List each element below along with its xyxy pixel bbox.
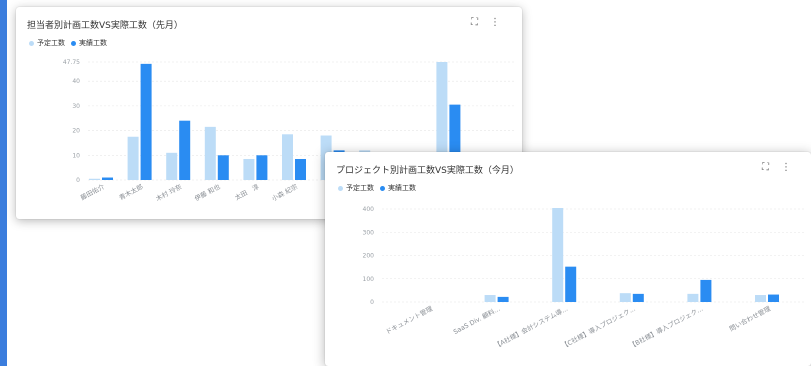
legend-dot-actual [71,40,76,46]
y-tick-label: 47.75 [63,59,80,66]
more-vertical-icon[interactable]: ⋮ [781,162,791,173]
x-tick-label: 【C社様】導入プロジェク... [560,304,637,351]
legend-item-actual[interactable]: 実績工数 [71,38,107,48]
bar-actual[interactable] [497,296,509,302]
bar-plan[interactable] [243,158,255,180]
legend-item-actual[interactable]: 実績工数 [380,183,416,193]
bar-plan[interactable] [166,152,178,180]
bar-plan[interactable] [687,293,699,302]
x-tick-label: 問い合わせ管理 [728,304,773,334]
bar-plan[interactable] [89,178,100,180]
y-tick-label: 200 [363,253,375,260]
y-tick-label: 20 [72,128,80,135]
x-tick-label: 伊藤 和也 [193,182,222,203]
expand-icon[interactable]: ⛶ [471,17,478,28]
legend-item-plan[interactable]: 予定工数 [338,183,374,193]
x-tick-label: 藤田佑介 [79,182,107,202]
x-tick-label: 木村 玲奈 [154,182,183,203]
left-accent-bar [0,0,7,366]
bar-actual[interactable] [256,155,268,180]
bar-plan[interactable] [436,62,448,180]
y-tick-label: 10 [72,152,80,159]
y-tick-label: 100 [363,276,375,283]
project-hours-chart-card: プロジェクト別計画工数VS実際工数（今月） ⛶ ⋮ 予定工数 実績工数 0 100… [325,152,811,366]
bar-plan[interactable] [755,295,766,302]
chart-title: 担当者別計画工数VS実際工数（先月） [27,21,183,31]
x-tick-label: 【A社様】会計システム導... [493,304,570,350]
more-vertical-icon[interactable]: ⋮ [490,17,500,28]
bar-actual[interactable] [140,63,152,180]
legend-label-plan: 予定工数 [346,184,374,192]
y-tick-label: 400 [363,206,375,213]
bar-chart-svg: 0 100 200 300 400 ドキュメント管理 SaaS Div. 顧料...【A社様… [363,206,805,351]
bar-actual[interactable] [179,120,191,180]
legend-dot-actual [380,185,385,191]
bar-plan[interactable] [127,136,139,180]
y-tick-label: 300 [363,229,375,236]
card-actions: ⛶ ⋮ [762,162,791,173]
bar-actual[interactable] [449,104,461,180]
x-tick-label: 【B社様】導入プロジェク... [628,304,705,351]
bar-actual[interactable] [565,266,577,302]
x-tick-label: 青木太郎 [117,182,145,202]
legend-dot-plan [338,185,343,191]
bar-chart-svg: 0 10 20 30 40 47.75 藤田佑介 青木太郎 木村 玲奈 伊藤 和也 太田 淳小森 紀… [63,59,516,203]
legend-item-plan[interactable]: 予定工数 [29,38,65,48]
card-actions: ⛶ ⋮ [471,17,500,28]
bar-plan[interactable] [552,208,564,302]
bar-actual[interactable] [295,158,306,180]
y-tick-label: 30 [72,103,80,110]
chart-legend: 予定工数 実績工数 [29,38,107,48]
bar-plan[interactable] [282,134,293,180]
y-tick-label: 0 [370,299,374,306]
bar-actual[interactable] [632,293,644,302]
legend-label-actual: 実績工数 [79,39,107,47]
bar-actual[interactable] [700,279,712,302]
y-tick-label: 0 [76,177,80,184]
legend-dot-plan [29,40,34,46]
bar-actual[interactable] [768,294,779,302]
bar-actual[interactable] [217,155,229,180]
chart-title: プロジェクト別計画工数VS実際工数（今月） [336,166,519,176]
expand-icon[interactable]: ⛶ [762,162,769,173]
chart-legend: 予定工数 実績工数 [338,183,416,193]
legend-label-plan: 予定工数 [37,39,65,47]
y-tick-label: 40 [72,78,80,85]
bar-actual[interactable] [102,177,113,180]
bar-plan[interactable] [204,126,216,180]
assignee-hours-chart-card: 担当者別計画工数VS実際工数（先月） ⛶ ⋮ 予定工数 実績工数 0 10 20 30… [16,7,522,219]
x-tick-label: SaaS Div. 顧料... [452,304,502,336]
bar-plan[interactable] [619,293,631,302]
legend-label-actual: 実績工数 [388,184,416,192]
x-tick-label: 小森 紀宗 [270,182,299,203]
x-tick-label: ドキュメント管理 [384,304,435,337]
bar-plan[interactable] [484,295,496,302]
x-tick-label: 太田 淳 [233,182,261,202]
